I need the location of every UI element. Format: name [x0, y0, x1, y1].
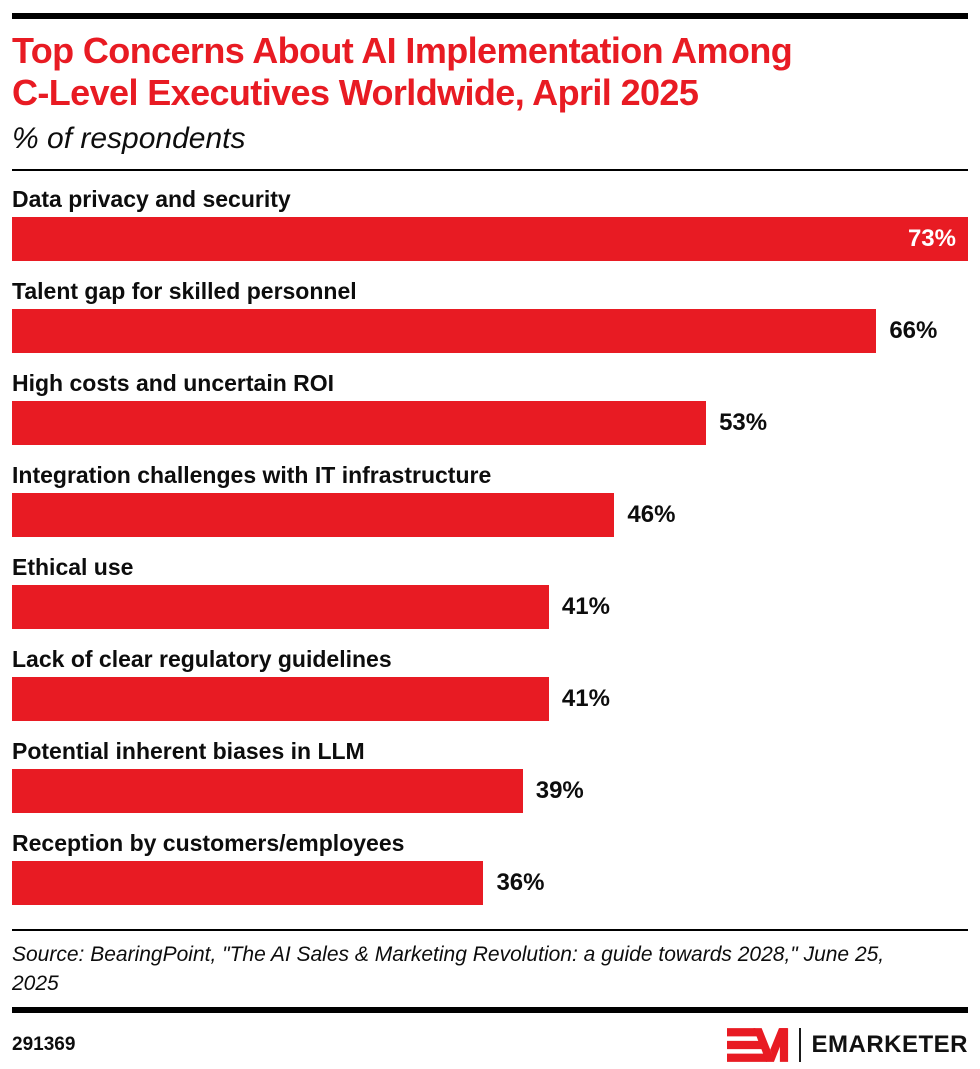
- top-rule: [12, 13, 968, 19]
- bar-category-label: High costs and uncertain ROI: [12, 370, 335, 396]
- bar-value-label: 53%: [719, 409, 768, 436]
- bar-track: 46%: [12, 493, 968, 537]
- brand-divider: [799, 1028, 802, 1062]
- bar: [12, 309, 877, 353]
- brand-name: EMARKETER: [811, 1031, 968, 1058]
- bar-track: 41%: [12, 585, 968, 629]
- bar-category-label: Talent gap for skilled personnel: [12, 278, 357, 304]
- brand-lockup: EMARKETER: [727, 1026, 968, 1064]
- page-title-line-2: C-Level Executives Worldwide, April 2025: [12, 72, 699, 113]
- bar-category-label: Data privacy and security: [12, 186, 291, 212]
- page-title: Top Concerns About AI Implementation Amo…: [12, 30, 968, 114]
- emarketer-logo-icon: [727, 1028, 789, 1062]
- bar-row: Potential inherent biases in LLM 39%: [12, 738, 968, 813]
- bar-row: Ethical use 41%: [12, 554, 968, 629]
- bar: [12, 585, 549, 629]
- chart-id: 291369: [12, 1034, 76, 1055]
- bar: [12, 769, 523, 813]
- bar-category-label: Lack of clear regulatory guidelines: [12, 646, 392, 672]
- bar-row: Talent gap for skilled personnel 66%: [12, 278, 968, 353]
- source-note: Source: BearingPoint, "The AI Sales & Ma…: [12, 943, 885, 995]
- bar: [12, 861, 484, 905]
- bar-value-label: 46%: [627, 501, 676, 528]
- bar-value-label: 41%: [561, 593, 610, 620]
- bar-row: Lack of clear regulatory guidelines 41%: [12, 646, 968, 721]
- footer-row: 291369 EMARKETER: [12, 1026, 968, 1064]
- bar: [12, 217, 968, 261]
- bar-row: Reception by customers/employees 36%: [12, 830, 968, 905]
- page-subtitle: % of respondents: [12, 122, 246, 155]
- bar-track: 36%: [12, 861, 968, 905]
- bar: [12, 493, 615, 537]
- bar-value-label: 66%: [889, 317, 938, 344]
- bar-category-label: Reception by customers/employees: [12, 830, 405, 856]
- bar-track: 39%: [12, 769, 968, 813]
- bar-rows: Data privacy and security 73% Talent gap…: [12, 186, 968, 905]
- bar-category-label: Integration challenges with IT infrastru…: [12, 462, 492, 488]
- bar-value-label: 41%: [561, 685, 610, 712]
- bar-value-label: 73%: [907, 225, 956, 252]
- page-title-line-1: Top Concerns About AI Implementation Amo…: [12, 30, 793, 71]
- bar-track: 53%: [12, 401, 968, 445]
- bar-track: 66%: [12, 309, 968, 353]
- bar-track: 73%: [12, 217, 968, 261]
- bar-value-label: 39%: [535, 777, 584, 804]
- footer-rule: [12, 1007, 968, 1013]
- bar-chart: Data privacy and security 73% Talent gap…: [12, 186, 968, 905]
- bar-category-label: Potential inherent biases in LLM: [12, 738, 365, 764]
- source-divider: [12, 929, 968, 931]
- bar-track: 41%: [12, 677, 968, 721]
- bar: [12, 677, 549, 721]
- bar-row: Integration challenges with IT infrastru…: [12, 462, 968, 537]
- chart-page: Top Concerns About AI Implementation Amo…: [0, 13, 980, 1069]
- bar-category-label: Ethical use: [12, 554, 134, 580]
- bar-row: Data privacy and security 73%: [12, 186, 968, 261]
- bar-value-label: 36%: [496, 869, 545, 896]
- header-divider: [12, 169, 968, 171]
- bar-row: High costs and uncertain ROI 53%: [12, 370, 968, 445]
- bar: [12, 401, 707, 445]
